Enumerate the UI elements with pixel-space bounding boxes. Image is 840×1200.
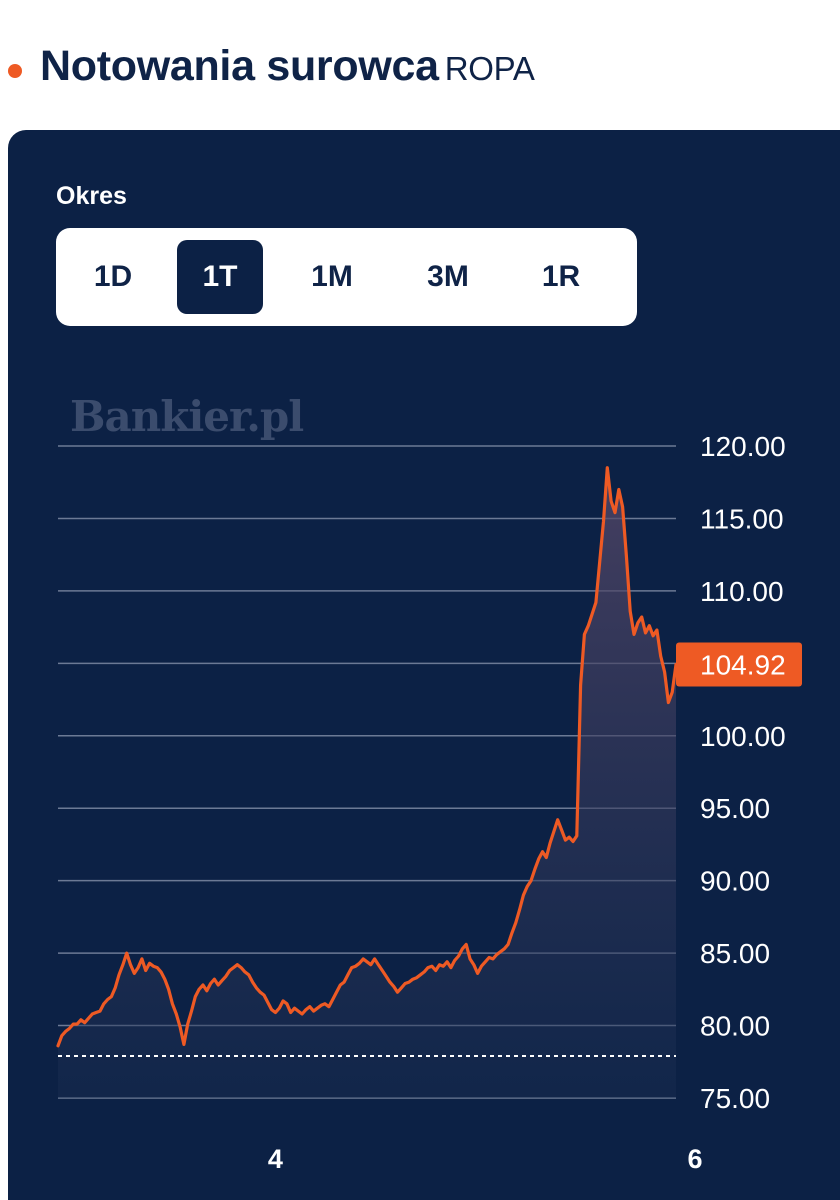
period-1m-button[interactable]: 1M [311,260,353,293]
page-title: Notowania surowca ROPA [40,42,535,91]
page-header: Notowania surowca ROPA [0,34,840,94]
y-tick-label: 90.00 [700,866,770,897]
y-tick-label: 110.00 [700,576,784,607]
bankier-watermark: Bankier.pl [70,392,304,441]
last-value-label: 104.92 [700,649,786,680]
x-tick-label: 4 [268,1144,283,1174]
instrument-name: ROPA [444,50,535,87]
y-tick-label: 115.00 [700,503,784,534]
y-tick-label: 120.00 [700,431,786,462]
last-value-badge [676,642,802,687]
period-1t-button[interactable]: 1T [177,240,263,314]
period-3m-button[interactable]: 3M [427,260,469,293]
y-tick-label: 85.00 [700,938,770,969]
series-area [58,467,676,1098]
period-label: Okres [56,182,127,210]
period-selector: 1D 1T 1M 3M 1R [56,228,637,326]
price-series-line [56,466,678,1048]
period-1d-button[interactable]: 1D [93,260,133,293]
period-1r-button[interactable]: 1R [541,260,581,293]
x-tick-label: 6 [688,1144,703,1174]
y-tick-label: 75.00 [700,1083,770,1114]
y-tick-label: 95.00 [700,793,770,824]
y-tick-label: 80.00 [700,1011,770,1042]
bullet-dot-icon [8,64,22,78]
y-tick-label: 100.00 [700,721,786,752]
title-text: Notowania surowca [40,42,439,90]
